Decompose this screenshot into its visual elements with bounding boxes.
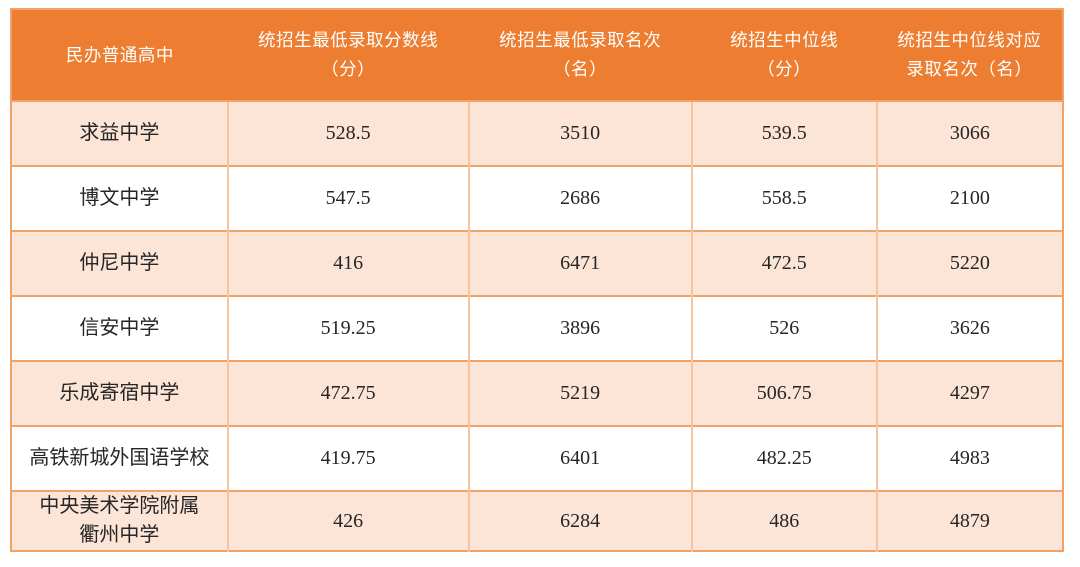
min-rank-cell: 2686 xyxy=(467,165,692,231)
school-name-cell: 求益中学 xyxy=(11,100,228,166)
admission-table: 民办普通高中 统招生最低录取分数线 （分） 统招生最低录取名次 （名） 统招生中… xyxy=(10,8,1064,552)
min-rank-cell: 3896 xyxy=(467,295,692,361)
min-score-cell: 519.25 xyxy=(226,295,469,361)
column-header-median-rank: 统招生中位线对应 录取名次（名） xyxy=(876,9,1063,101)
median-score-cell: 539.5 xyxy=(690,100,877,166)
min-score-cell: 472.75 xyxy=(226,360,469,426)
min-rank-cell: 6401 xyxy=(467,425,692,491)
table-row: 仲尼中学 416 6471 472.5 5220 xyxy=(11,230,1063,296)
min-rank-cell: 3510 xyxy=(467,100,692,166)
min-score-cell: 547.5 xyxy=(226,165,469,231)
median-score-cell: 526 xyxy=(690,295,877,361)
table-row: 乐成寄宿中学 472.75 5219 506.75 4297 xyxy=(11,360,1063,426)
median-score-cell: 486 xyxy=(690,490,877,551)
table-header-row: 民办普通高中 统招生最低录取分数线 （分） 统招生最低录取名次 （名） 统招生中… xyxy=(11,9,1063,101)
table-row: 信安中学 519.25 3896 526 3626 xyxy=(11,295,1063,361)
min-rank-cell: 6471 xyxy=(467,230,692,296)
median-rank-cell: 4297 xyxy=(875,360,1063,426)
column-header-label: 统招生中位线对应 xyxy=(897,30,1042,51)
median-rank-cell: 3626 xyxy=(875,295,1063,361)
min-score-cell: 416 xyxy=(226,230,469,296)
median-rank-cell: 3066 xyxy=(875,100,1063,166)
median-score-cell: 482.25 xyxy=(690,425,877,491)
column-header-label-unit: 录取名次（名） xyxy=(906,59,1033,79)
min-rank-cell: 6284 xyxy=(467,490,692,551)
min-score-cell: 528.5 xyxy=(226,100,469,166)
school-name-cell: 博文中学 xyxy=(11,165,228,231)
column-header-label: 统招生最低录取名次 xyxy=(499,30,662,51)
column-header-school: 民办普通高中 xyxy=(11,9,228,101)
column-header-label-unit: （分） xyxy=(321,59,376,79)
school-name-cell: 中央美术学院附属 衢州中学 xyxy=(11,490,228,551)
column-header-label-unit: （分） xyxy=(757,59,812,79)
school-name-cell: 乐成寄宿中学 xyxy=(11,360,228,426)
min-rank-cell: 5219 xyxy=(467,360,692,426)
median-score-cell: 558.5 xyxy=(690,165,877,231)
table-row: 中央美术学院附属 衢州中学 426 6284 486 4879 xyxy=(11,490,1063,551)
table-row: 博文中学 547.5 2686 558.5 2100 xyxy=(11,165,1063,231)
school-name-cell: 高铁新城外国语学校 xyxy=(11,425,228,491)
column-header-label: 民办普通高中 xyxy=(65,44,174,65)
school-name-cell: 仲尼中学 xyxy=(11,230,228,296)
column-header-label: 统招生中位线 xyxy=(730,30,839,51)
median-score-cell: 472.5 xyxy=(690,230,877,296)
median-rank-cell: 4879 xyxy=(875,490,1063,551)
median-rank-cell: 2100 xyxy=(875,165,1063,231)
min-score-cell: 419.75 xyxy=(226,425,469,491)
median-rank-cell: 4983 xyxy=(875,425,1063,491)
table-row: 高铁新城外国语学校 419.75 6401 482.25 4983 xyxy=(11,425,1063,491)
min-score-cell: 426 xyxy=(226,490,469,551)
column-header-min-score: 统招生最低录取分数线 （分） xyxy=(227,9,469,101)
column-header-min-rank: 统招生最低录取名次 （名） xyxy=(468,9,692,101)
median-score-cell: 506.75 xyxy=(690,360,877,426)
table-row: 求益中学 528.5 3510 539.5 3066 xyxy=(11,100,1063,166)
column-header-label: 统招生最低录取分数线 xyxy=(258,30,439,51)
median-rank-cell: 5220 xyxy=(875,230,1063,296)
school-name-cell: 信安中学 xyxy=(11,295,228,361)
column-header-label-unit: （名） xyxy=(553,59,608,79)
column-header-median-score: 统招生中位线 （分） xyxy=(691,9,877,101)
